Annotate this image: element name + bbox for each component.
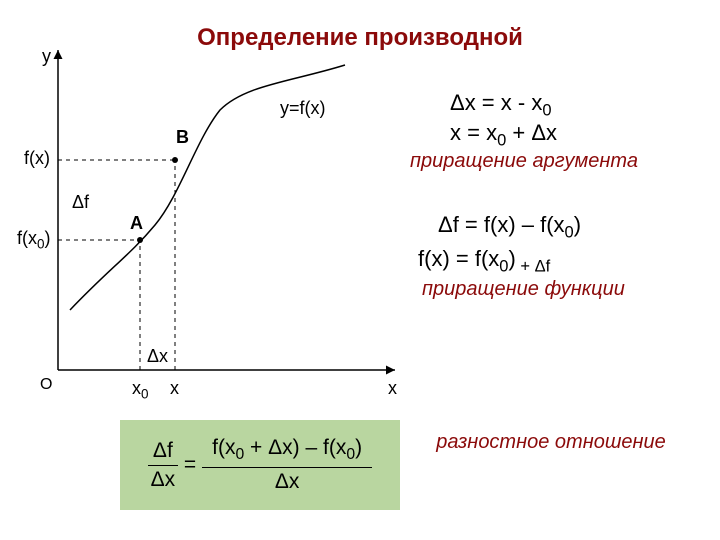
label-x_tick: x <box>170 378 179 399</box>
label-dx: Δx <box>147 346 168 367</box>
rhs-line4: Δf = f(x) – f(x0) <box>438 212 581 242</box>
point-A <box>137 237 143 243</box>
label-y_axis: y <box>42 46 51 67</box>
dq-lhs: ΔfΔx <box>148 439 178 492</box>
label-A: A <box>130 213 143 234</box>
dq-equals: = <box>184 453 196 477</box>
label-yfx: y=f(x) <box>280 98 326 119</box>
rhs-line2: x = x0 + Δx <box>450 120 557 150</box>
rhs-line3: приращение аргумента <box>410 150 638 173</box>
label-x_axis: x <box>388 378 397 399</box>
label-df: Δf <box>72 192 89 213</box>
point-B <box>172 157 178 163</box>
difference-quotient-label: разностное отношение <box>436 430 666 455</box>
difference-quotient-box: ΔfΔx = f(x0 + Δx) – f(x0)Δx <box>120 420 400 510</box>
label-fx0: f(x0) <box>17 228 51 252</box>
dq-rhs: f(x0 + Δx) – f(x0)Δx <box>202 436 372 493</box>
label-fx: f(x) <box>24 148 50 169</box>
label-O: O <box>40 376 52 394</box>
rhs-line5: f(x) = f(x0) + Δf <box>418 246 550 276</box>
rhs-line6: приращение функции <box>422 278 625 301</box>
label-B: B <box>176 127 189 148</box>
label-x0_tick: x0 <box>132 378 149 402</box>
rhs-line1: Δx = x - x0 <box>450 90 552 120</box>
